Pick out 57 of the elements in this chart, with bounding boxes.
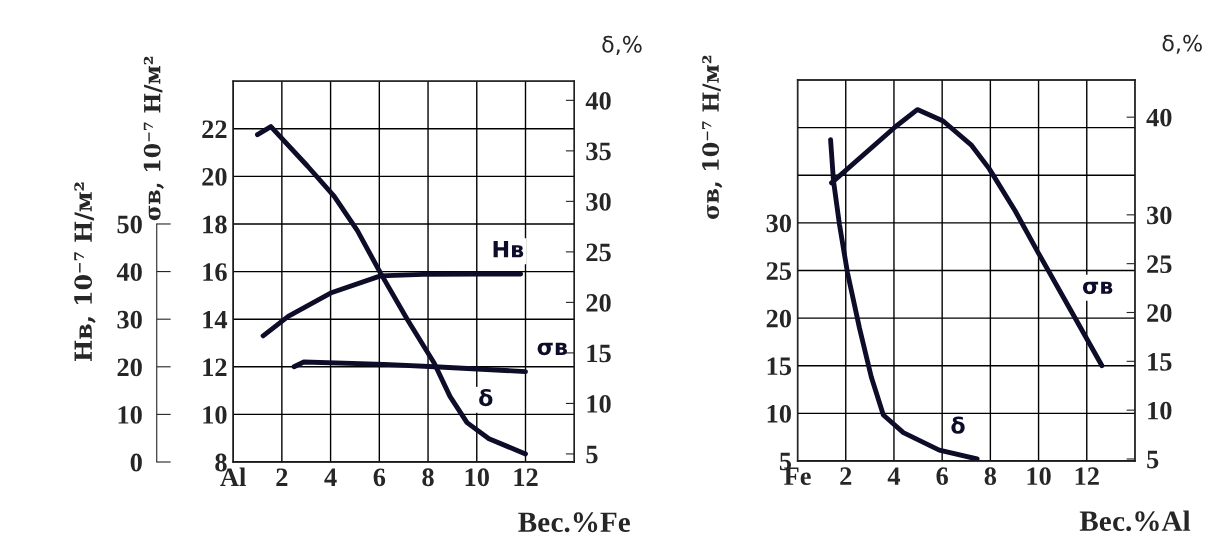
y-tick-label: 15 [767,357,792,376]
x-tick-label: 6 [373,468,386,487]
y-tick-label: 10 [203,406,227,424]
series-label: σв [537,342,568,356]
y2-tick-label: 5 [586,445,598,464]
y-tick-label: 12 [203,358,227,376]
y2-tick-label: 10 [1148,401,1172,420]
x-axis-title: Вес.%Fe [518,512,630,533]
y-tick-label: 10 [767,404,791,423]
x-tick-label: 4 [887,467,901,485]
y2-tick-label: 15 [1148,353,1172,371]
y2-tick-label: 10 [587,395,611,413]
y3-tick-label: 30 [117,310,142,329]
y-axis-title: σв, 10⁻⁷ Н/м² [143,56,164,221]
x-tick-label: 2 [276,468,288,486]
x-axis-title: Вес.%Al [1079,510,1191,532]
y2-tick-label: 30 [586,192,611,211]
x-tick-label: 6 [936,467,948,486]
y-tick-label: 22 [202,120,227,138]
y3-tick-label: 0 [130,453,142,472]
y2-tick-label: 15 [587,344,611,363]
y2-tick-label: 20 [586,294,611,312]
y2-tick-label: 25 [586,243,611,262]
x-tick-label: 8 [984,467,997,486]
series-label: σв [1082,281,1113,295]
x-tick-label: 8 [422,468,434,487]
series-label: Нв [493,241,524,258]
y2-axis-title: δ,% [1162,34,1202,54]
x-tick-label: 10 [1027,467,1051,486]
x-tick-label: 10 [465,468,489,487]
y-tick-label: 20 [766,309,791,328]
y-tick-label: 14 [203,310,228,329]
x-tick-label: 2 [840,467,852,485]
y2-tick-label: 40 [1146,108,1172,127]
y2-tick-label: 25 [1147,255,1172,274]
y3-tick-label: 10 [118,406,142,424]
x-tick-label: 12 [1075,467,1099,485]
y2-tick-label: 40 [585,91,611,110]
y3-tick-label: 50 [117,215,142,234]
series-label: δ [479,388,493,407]
x-tick-label: 4 [324,468,337,486]
series-label: δ [951,416,965,434]
y-tick-label: 30 [766,214,791,233]
y2-tick-label: 5 [1147,450,1159,469]
y2-tick-label: 20 [1147,304,1172,322]
y3-tick-label: 40 [116,263,142,281]
y3-tick-label: 20 [117,358,142,377]
y2-axis-title: δ,% [602,35,642,55]
y2-tick-label: 35 [586,142,611,161]
y-tick-label: 18 [203,215,227,234]
y-tick-label: 16 [203,263,227,281]
y-axis-title: σв, 10⁻⁷ Н/м² [702,55,723,220]
y2-tick-label: 30 [1147,206,1172,225]
y-tick-label: 25 [766,262,792,280]
y-tick-label: 20 [202,167,227,186]
x-tick-label: 12 [514,468,538,486]
y3-axis-title: Нв, 10⁻⁷ Н/м² [74,182,96,361]
